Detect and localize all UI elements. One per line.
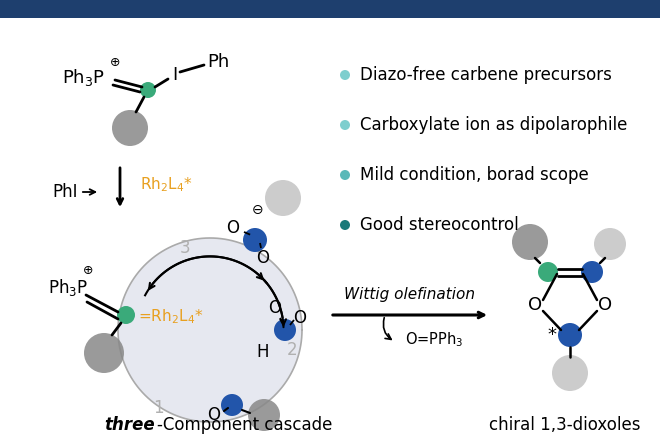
Text: PhI: PhI <box>52 183 78 201</box>
Text: 1: 1 <box>152 399 163 417</box>
Text: O: O <box>257 249 269 267</box>
Text: Ph$_3$P: Ph$_3$P <box>62 68 105 89</box>
Text: chiral 1,3-dioxoles: chiral 1,3-dioxoles <box>489 416 641 434</box>
Circle shape <box>112 110 148 146</box>
Text: $\oplus$: $\oplus$ <box>110 56 121 69</box>
Text: O: O <box>226 219 240 237</box>
Circle shape <box>221 394 243 416</box>
Circle shape <box>140 82 156 98</box>
Circle shape <box>512 224 548 260</box>
Circle shape <box>243 228 267 252</box>
Text: Mild condition, borad scope: Mild condition, borad scope <box>360 166 589 184</box>
Circle shape <box>340 70 350 80</box>
Text: O: O <box>598 296 612 314</box>
Text: Carboxylate ion as dipolarophile: Carboxylate ion as dipolarophile <box>360 116 628 134</box>
Text: Ph$_3$P: Ph$_3$P <box>48 276 88 297</box>
Text: I: I <box>172 66 178 84</box>
Text: Rh$_2$L$_4$*: Rh$_2$L$_4$* <box>140 176 193 194</box>
Circle shape <box>340 170 350 180</box>
Text: 2: 2 <box>286 341 297 359</box>
Text: Ph: Ph <box>207 53 229 71</box>
Circle shape <box>274 319 296 341</box>
Circle shape <box>117 306 135 324</box>
Text: O: O <box>269 299 282 317</box>
Bar <box>0 0 660 18</box>
Circle shape <box>581 261 603 283</box>
Text: *: * <box>548 326 556 344</box>
Text: =Rh$_2$L$_4$*: =Rh$_2$L$_4$* <box>138 308 203 326</box>
Text: O=PPh$_3$: O=PPh$_3$ <box>405 331 463 349</box>
Circle shape <box>84 333 124 373</box>
Circle shape <box>552 355 588 391</box>
Circle shape <box>265 180 301 216</box>
Text: O: O <box>294 309 306 327</box>
Text: $\oplus$: $\oplus$ <box>82 263 94 276</box>
Circle shape <box>340 120 350 130</box>
Text: -Component cascade: -Component cascade <box>157 416 333 434</box>
Circle shape <box>558 323 582 347</box>
Circle shape <box>594 228 626 260</box>
Text: three: three <box>104 416 155 434</box>
Circle shape <box>340 220 350 230</box>
Circle shape <box>248 399 280 431</box>
Text: 3: 3 <box>180 239 190 257</box>
Text: Good stereocontrol: Good stereocontrol <box>360 216 519 234</box>
Text: Diazo-free carbene precursors: Diazo-free carbene precursors <box>360 66 612 84</box>
Text: H: H <box>257 343 269 361</box>
Text: Wittig olefination: Wittig olefination <box>345 288 475 302</box>
Text: $\ominus$: $\ominus$ <box>251 203 263 217</box>
Text: O: O <box>207 406 220 424</box>
Circle shape <box>118 238 302 422</box>
Circle shape <box>538 262 558 282</box>
Text: O: O <box>528 296 542 314</box>
